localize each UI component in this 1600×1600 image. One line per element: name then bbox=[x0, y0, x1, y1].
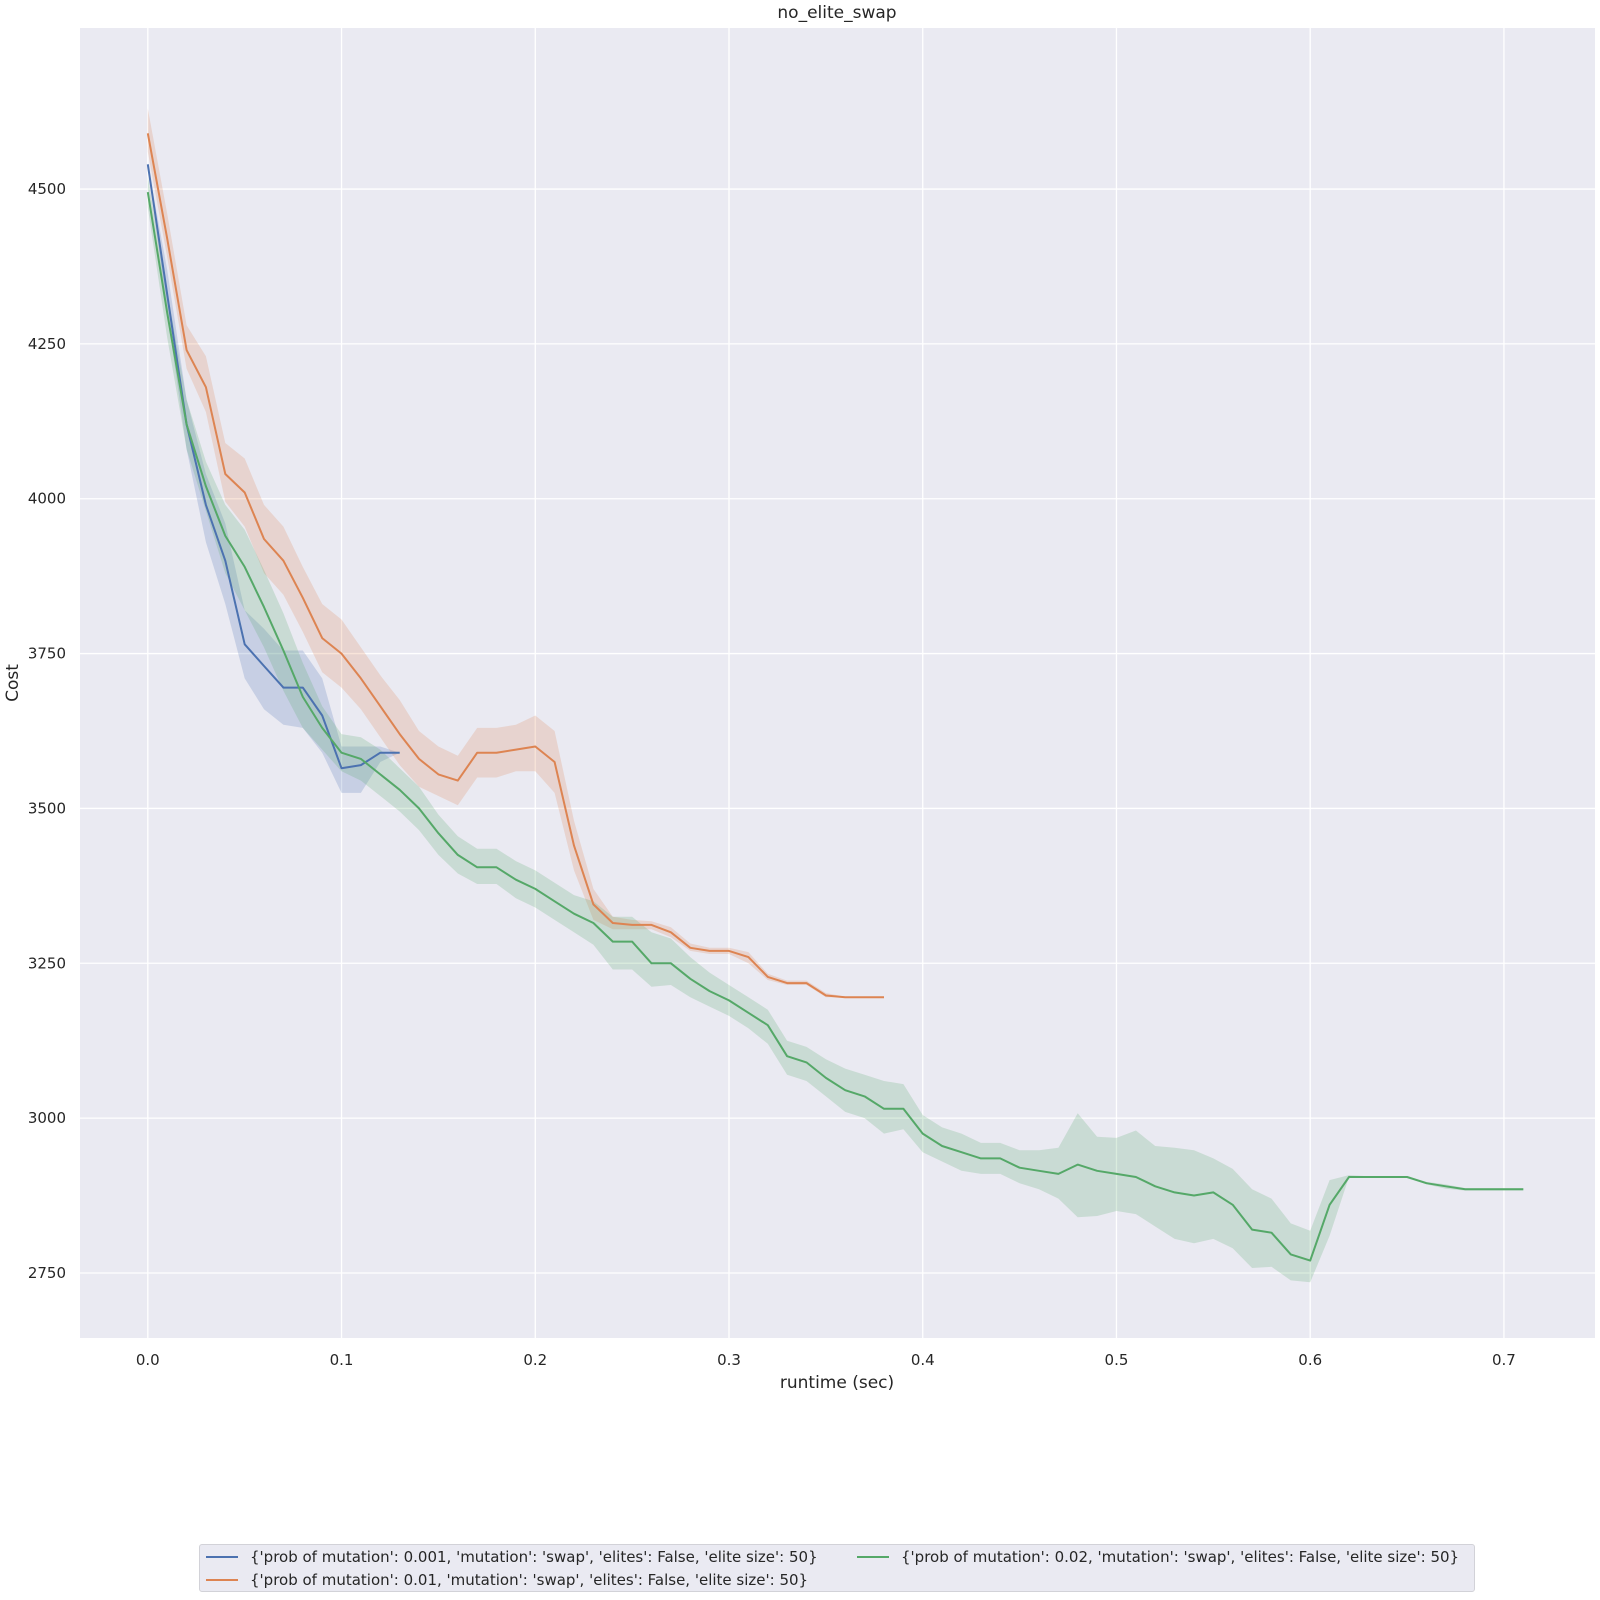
grid bbox=[80, 28, 1595, 1338]
y-tick-label: 4250 bbox=[28, 335, 66, 353]
line-series-3 bbox=[146, 191, 1524, 1262]
series-lines bbox=[146, 133, 1524, 1262]
legend: {'prob of mutation': 0.001, 'mutation': … bbox=[199, 1544, 1475, 1592]
legend-label-series-2: {'prob of mutation': 0.01, 'mutation': '… bbox=[250, 1571, 809, 1589]
line-series-2 bbox=[146, 133, 884, 999]
x-tick-label: 0.6 bbox=[1298, 1351, 1322, 1369]
legend-item-series-1: {'prob of mutation': 0.001, 'mutation': … bbox=[206, 1546, 818, 1568]
legend-swatch-series-3 bbox=[857, 1556, 889, 1558]
y-tick-label: 3250 bbox=[28, 954, 66, 972]
y-tick-label: 4500 bbox=[28, 180, 66, 198]
x-tick-label: 0.4 bbox=[911, 1351, 935, 1369]
x-tick-label: 0.7 bbox=[1492, 1351, 1516, 1369]
confidence-bands bbox=[147, 108, 1524, 1283]
legend-label-series-1: {'prob of mutation': 0.001, 'mutation': … bbox=[250, 1548, 818, 1566]
confidence-band-series-2 bbox=[147, 108, 885, 998]
plot-background bbox=[80, 28, 1595, 1338]
y-tick-label: 3750 bbox=[28, 645, 66, 663]
x-tick-label: 0.1 bbox=[330, 1351, 354, 1369]
y-tick-label: 4000 bbox=[28, 490, 66, 508]
x-tick-labels: 0.0 0.1 0.2 0.3 0.4 0.5 0.6 0.7 bbox=[136, 1351, 1516, 1369]
y-tick-label: 3000 bbox=[28, 1109, 66, 1127]
chart-title: no_elite_swap bbox=[777, 3, 896, 23]
x-tick-label: 0.2 bbox=[523, 1351, 547, 1369]
x-tick-label: 0.5 bbox=[1105, 1351, 1129, 1369]
x-axis-label: runtime (sec) bbox=[780, 1373, 894, 1393]
legend-swatch-series-1 bbox=[206, 1556, 238, 1558]
x-tick-label: 0.3 bbox=[717, 1351, 741, 1369]
y-tick-labels: 2750 3000 3250 3500 3750 4000 4250 4500 bbox=[28, 180, 66, 1282]
x-tick-label: 0.0 bbox=[136, 1351, 160, 1369]
y-tick-label: 3500 bbox=[28, 799, 66, 817]
confidence-band-series-1 bbox=[147, 164, 400, 793]
legend-swatch-series-2 bbox=[206, 1579, 238, 1581]
legend-item-series-2: {'prob of mutation': 0.01, 'mutation': '… bbox=[206, 1569, 808, 1591]
y-tick-label: 2750 bbox=[28, 1264, 66, 1282]
y-axis-label: Cost bbox=[3, 664, 23, 702]
legend-label-series-3: {'prob of mutation': 0.02, 'mutation': '… bbox=[901, 1548, 1460, 1566]
legend-item-series-3: {'prob of mutation': 0.02, 'mutation': '… bbox=[857, 1546, 1459, 1568]
